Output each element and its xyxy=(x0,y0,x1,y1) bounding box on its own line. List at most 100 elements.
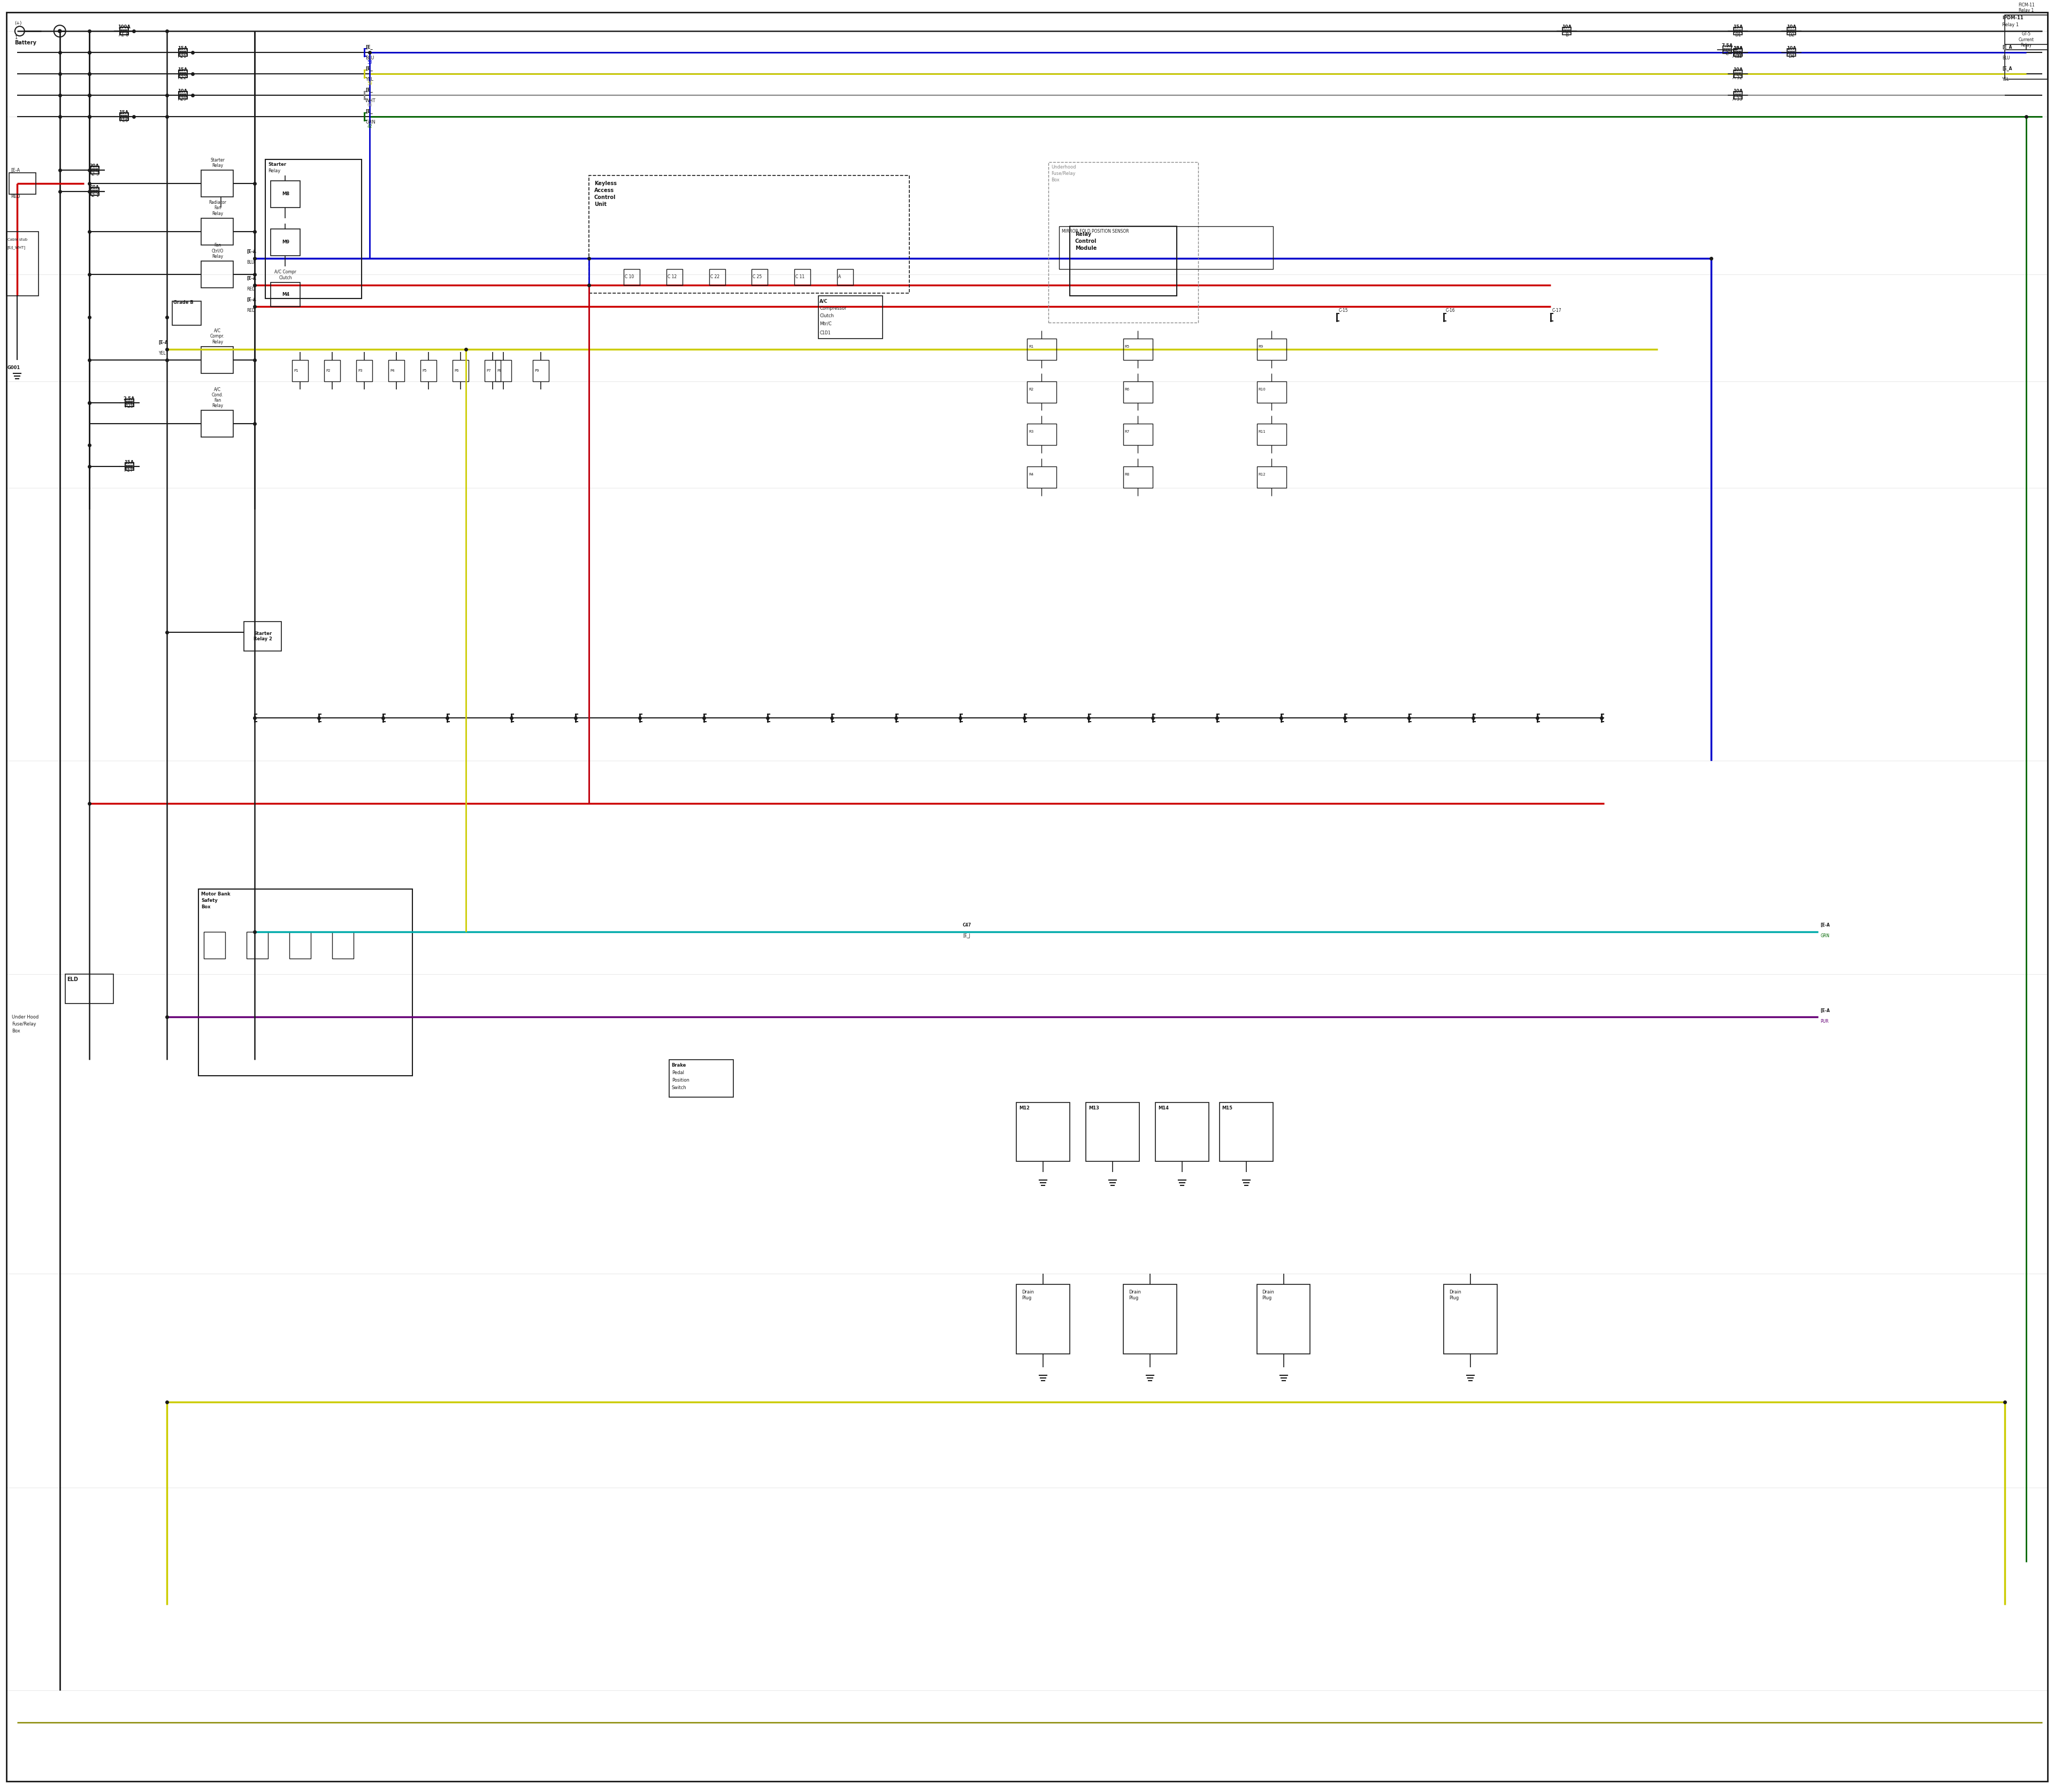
Bar xyxy=(2005,14,2048,45)
Bar xyxy=(1257,1285,1310,1353)
Text: R2: R2 xyxy=(1029,387,1033,391)
Text: Starter: Starter xyxy=(269,163,286,167)
Text: 7.5A: 7.5A xyxy=(1721,43,1734,48)
Text: [E-A: [E-A xyxy=(246,276,257,281)
Text: [E_A: [E_A xyxy=(2003,66,2013,72)
Text: P8: P8 xyxy=(497,369,501,373)
Bar xyxy=(125,462,134,471)
Bar xyxy=(624,269,639,285)
Text: A/C Compr
Clutch: A/C Compr Clutch xyxy=(275,271,296,280)
Bar xyxy=(6,231,39,296)
Bar xyxy=(1027,382,1056,403)
Bar xyxy=(355,360,372,382)
Text: BLU: BLU xyxy=(2003,56,2011,61)
Text: R8: R8 xyxy=(1126,473,1130,477)
Text: PUR: PUR xyxy=(1820,1020,1828,1023)
Text: C-17: C-17 xyxy=(1553,308,1561,314)
Bar xyxy=(1124,466,1152,487)
Text: Relay: Relay xyxy=(269,168,281,174)
Bar xyxy=(1017,1285,1070,1353)
Bar xyxy=(333,932,353,959)
Text: FICM-11
Relay 1: FICM-11 Relay 1 xyxy=(2019,2,2036,13)
Text: Drain
Plug: Drain Plug xyxy=(1128,1290,1140,1301)
Bar xyxy=(1070,226,1177,296)
Text: Module: Module xyxy=(1074,246,1097,251)
Text: 42: 42 xyxy=(368,124,372,129)
Text: A/C
Cond.
Fan
Relay: A/C Cond. Fan Relay xyxy=(212,387,224,409)
Bar xyxy=(179,91,187,99)
Text: Battery: Battery xyxy=(14,39,37,45)
Bar xyxy=(1220,1102,1273,1161)
Bar xyxy=(1257,425,1286,444)
Text: C 10: C 10 xyxy=(624,274,635,280)
Bar xyxy=(179,70,187,77)
Bar xyxy=(665,269,682,285)
Text: A16: A16 xyxy=(119,118,127,124)
Text: Fan
Ctrl/O
Relay: Fan Ctrl/O Relay xyxy=(212,244,224,258)
Bar xyxy=(1027,339,1056,360)
Text: MIRROR FOLD POSITION SENSOR: MIRROR FOLD POSITION SENSOR xyxy=(1062,229,1130,235)
Text: [E-A: [E-A xyxy=(246,249,257,254)
Bar xyxy=(201,219,234,246)
Text: 1: 1 xyxy=(14,36,16,39)
Bar xyxy=(1124,382,1152,403)
Bar xyxy=(90,188,99,195)
Text: A17: A17 xyxy=(125,468,134,473)
Text: M12: M12 xyxy=(1019,1106,1029,1111)
Text: Cable stub: Cable stub xyxy=(8,238,27,242)
Text: GT-5
Current
Relay: GT-5 Current Relay xyxy=(2019,32,2033,48)
Text: A-33: A-33 xyxy=(1732,97,1744,102)
Text: Drain
Plug: Drain Plug xyxy=(1261,1290,1273,1301)
Text: 10A: 10A xyxy=(179,90,187,93)
Bar xyxy=(265,159,362,297)
Bar xyxy=(1154,1102,1208,1161)
Bar xyxy=(1124,339,1152,360)
Text: D1: D1 xyxy=(1734,32,1742,38)
Text: 10A: 10A xyxy=(1734,47,1742,50)
Bar xyxy=(495,360,511,382)
Text: C1D1: C1D1 xyxy=(820,332,830,335)
Text: A/C
Compr.
Relay: A/C Compr. Relay xyxy=(210,328,224,344)
Text: M4: M4 xyxy=(281,292,290,297)
Text: 15A: 15A xyxy=(1734,25,1742,29)
Text: [E_: [E_ xyxy=(366,109,372,113)
Bar xyxy=(1257,466,1286,487)
Bar xyxy=(201,346,234,373)
Text: Control: Control xyxy=(1074,238,1097,244)
Text: Under Hood: Under Hood xyxy=(12,1014,39,1020)
Bar xyxy=(1734,91,1742,99)
Text: YEL: YEL xyxy=(158,351,166,357)
Bar xyxy=(709,269,725,285)
Text: 60A: 60A xyxy=(90,185,99,190)
Text: M9: M9 xyxy=(281,240,290,246)
Text: M8: M8 xyxy=(281,192,290,197)
Text: Starter
Relay: Starter Relay xyxy=(210,158,224,168)
Bar xyxy=(838,269,852,285)
Bar xyxy=(1444,1285,1497,1353)
Text: R1: R1 xyxy=(1029,344,1033,348)
Text: 66: 66 xyxy=(368,102,372,108)
Circle shape xyxy=(58,29,62,32)
Text: Switch: Switch xyxy=(672,1086,686,1090)
Text: Radiator
Fan
Relay: Radiator Fan Relay xyxy=(210,201,226,217)
Text: P5: P5 xyxy=(421,369,427,373)
Text: C 11: C 11 xyxy=(795,274,805,280)
Text: Motor Bank: Motor Bank xyxy=(201,892,230,896)
Text: GRN: GRN xyxy=(1820,934,1830,939)
Text: 10A: 10A xyxy=(1734,68,1742,72)
Text: [E_: [E_ xyxy=(366,88,372,93)
Bar xyxy=(820,296,883,339)
Text: Control: Control xyxy=(594,195,616,201)
Text: (+): (+) xyxy=(14,22,21,25)
Text: A21: A21 xyxy=(179,54,187,59)
Bar xyxy=(1060,226,1273,269)
Text: [E_A: [E_A xyxy=(2003,45,2013,50)
Text: 2.5A: 2.5A xyxy=(123,396,136,401)
Text: R6: R6 xyxy=(1126,387,1130,391)
Bar xyxy=(1734,48,1742,56)
Bar xyxy=(271,283,300,306)
Text: GRN: GRN xyxy=(366,120,376,124)
Text: YEL: YEL xyxy=(2003,77,2009,82)
Text: A25: A25 xyxy=(125,405,134,409)
Bar xyxy=(271,181,300,208)
